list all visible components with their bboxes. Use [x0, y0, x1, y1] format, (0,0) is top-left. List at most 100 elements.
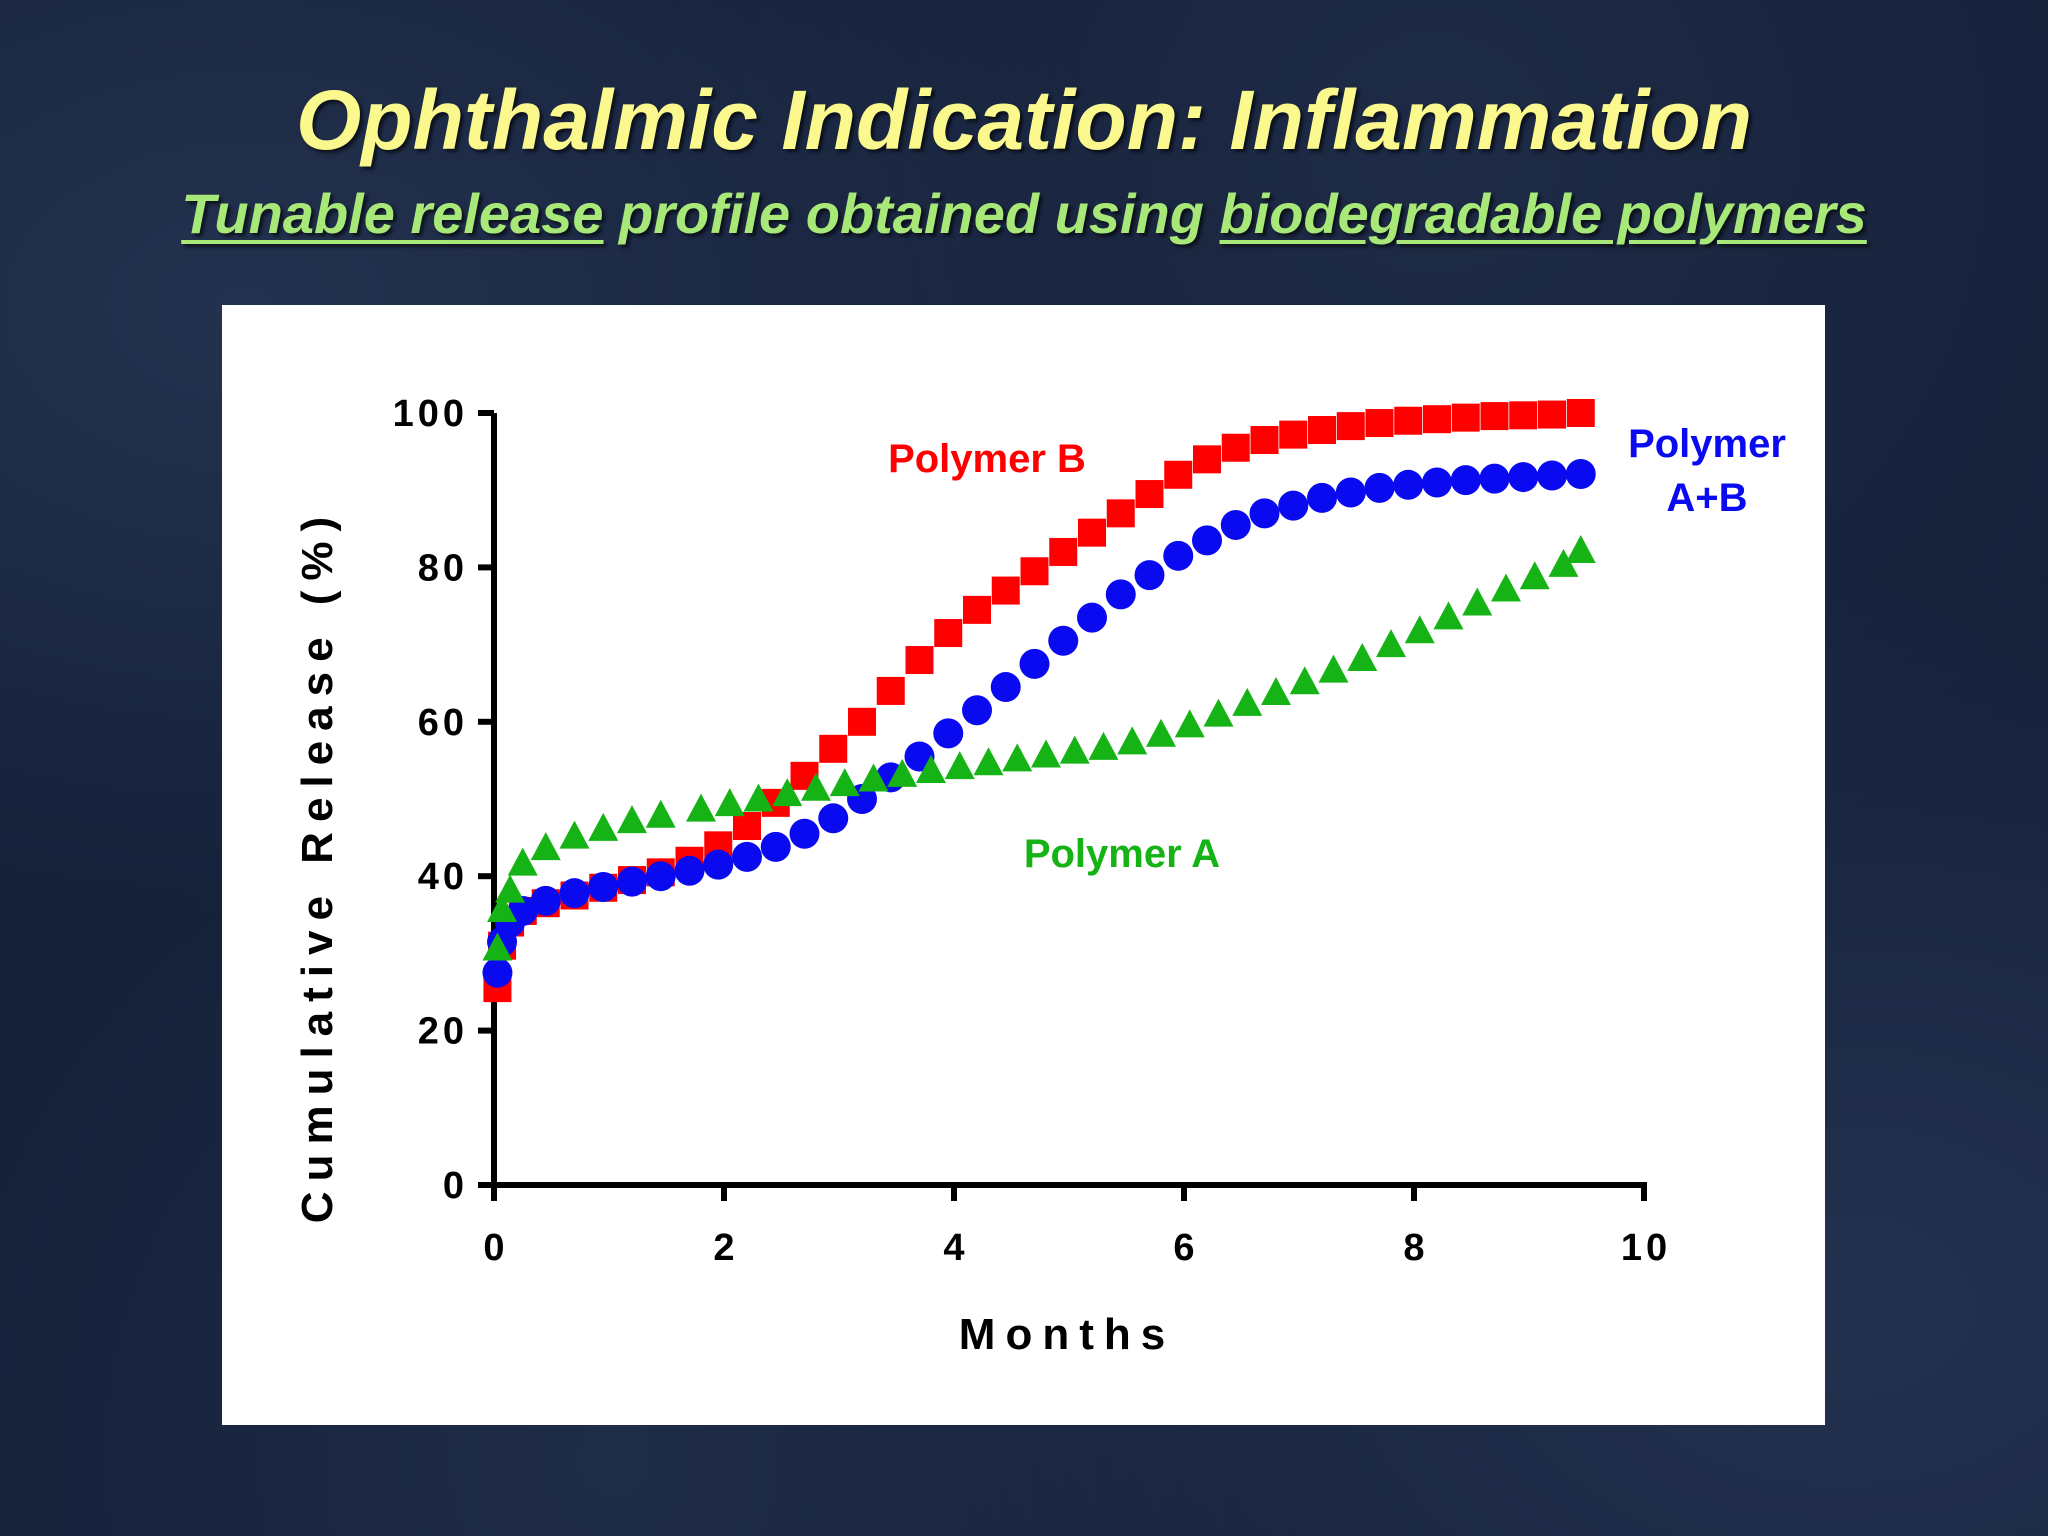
polymer-b-point	[1049, 537, 1078, 566]
series-polymer-a	[482, 534, 1596, 961]
polymer-a-point	[1404, 615, 1435, 644]
polymer-a-point	[1174, 709, 1205, 738]
polymer-a-point	[1002, 743, 1033, 772]
polymer-a-point	[1548, 548, 1579, 577]
polymer-ab-point	[674, 855, 705, 886]
slide-title: Ophthalmic Indication: Inflammation	[295, 73, 1753, 167]
polymer-a-point	[1059, 735, 1090, 764]
y-tick-label: 80	[418, 547, 468, 589]
polymer-b-point	[1423, 405, 1451, 434]
polymer-a-point	[1376, 629, 1406, 658]
polymer-ab-point	[1479, 463, 1510, 494]
polymer-b-point	[1308, 415, 1336, 444]
polymer-ab-point	[1163, 540, 1194, 571]
polymer-ab-point	[1249, 498, 1280, 529]
polymer-b-point	[1365, 409, 1394, 438]
polymer-a-point	[1433, 601, 1464, 630]
polymer-b-point	[905, 646, 934, 675]
polymer-b-point	[1451, 403, 1480, 432]
polymer-ab-point	[962, 695, 992, 726]
polymer-ab-point	[990, 672, 1021, 703]
polymer-ab-point	[789, 818, 820, 849]
polymer-b-point	[1394, 406, 1423, 435]
polymer-a-point	[1318, 654, 1349, 683]
polymer-a-point	[801, 772, 831, 801]
polymer-a-point	[1261, 677, 1291, 706]
polymer-a-point	[1117, 726, 1148, 755]
polymer-b-point	[934, 619, 963, 648]
y-tick-label: 0	[443, 1165, 468, 1207]
subtitle-biodegradable-polymers: biodegradable polymers	[1219, 182, 1867, 245]
x-tick-label: 2	[713, 1227, 738, 1269]
polymer-b-point	[1480, 402, 1509, 431]
y-tick-label: 20	[418, 1011, 468, 1053]
polymer-a-point	[858, 763, 889, 792]
polymer-b-point	[1279, 420, 1308, 449]
polymer-ab-point	[1537, 460, 1567, 491]
polymer-a-point	[714, 788, 745, 817]
x-tick-label: 4	[943, 1227, 968, 1269]
chart-marks	[482, 399, 1596, 1003]
polymer-a-point	[1146, 718, 1176, 747]
chart-panel: 0 20 40 60 80 100 0 2 4 6 8 10 Months Cumulative Re…	[222, 305, 1825, 1425]
y-tick-label: 100	[393, 393, 468, 435]
polymer-a-point	[645, 799, 676, 828]
polymer-b-point	[876, 676, 905, 705]
polymer-a-point	[1289, 666, 1320, 695]
polymer-b-point	[819, 734, 848, 763]
polymer-ab-point	[1565, 458, 1596, 489]
polymer-ab-point	[645, 861, 676, 892]
polymer-b-point	[1336, 412, 1365, 441]
y-tick-label: 40	[418, 856, 468, 898]
series-label-polymer-b: Polymer B	[888, 437, 1086, 481]
polymer-a-point	[686, 793, 716, 822]
polymer-a-point	[887, 758, 918, 787]
polymer-ab-point	[1019, 648, 1050, 679]
polymer-ab-point	[732, 841, 762, 872]
polymer-ab-point	[933, 718, 964, 749]
polymer-b-point	[1164, 460, 1193, 489]
x-tick-label: 10	[1621, 1227, 1671, 1269]
polymer-ab-point	[1335, 477, 1366, 508]
polymer-b-point	[963, 595, 991, 624]
polymer-a-point	[495, 874, 526, 903]
x-axis-title: Months	[959, 1310, 1175, 1359]
polymer-a-point	[487, 893, 518, 922]
polymer-a-point	[916, 754, 946, 783]
polymer-ab-point	[1077, 602, 1107, 633]
polymer-a-point	[588, 812, 619, 841]
y-axis-title: Cumulative Release (%)	[293, 507, 342, 1223]
polymer-b-point	[1020, 557, 1049, 586]
polymer-ab-point	[1220, 509, 1251, 540]
polymer-a-point	[530, 832, 561, 861]
polymer-ab-point	[588, 872, 619, 903]
polymer-ab-point	[1105, 579, 1136, 610]
polymer-a-point	[1491, 573, 1521, 602]
subtitle-tunable-release: Tunable release	[181, 182, 604, 245]
polymer-a-point	[1232, 687, 1263, 716]
polymer-a-point	[1519, 561, 1550, 590]
polymer-ab-point	[818, 803, 849, 834]
polymer-a-point	[617, 805, 647, 834]
polymer-a-point	[507, 847, 538, 876]
polymer-b-point	[1106, 499, 1135, 528]
polymer-ab-point	[1048, 625, 1079, 656]
polymer-b-point	[848, 707, 876, 736]
series-label-polymer-a: Polymer A	[1024, 832, 1220, 876]
polymer-b-point	[1509, 401, 1538, 430]
polymer-ab-point	[507, 895, 538, 926]
x-tick-label: 0	[483, 1227, 508, 1269]
polymer-a-point	[1088, 731, 1119, 760]
polymer-b-point	[1078, 518, 1106, 547]
polymer-a-point	[829, 768, 860, 797]
polymer-b-point	[1221, 433, 1250, 462]
polymer-a-point	[1203, 698, 1234, 727]
polymer-ab-point	[703, 849, 734, 880]
polymer-b-point	[1250, 426, 1279, 455]
x-tick-label: 6	[1173, 1227, 1198, 1269]
polymer-a-point	[973, 747, 1004, 776]
polymer-ab-point	[1278, 490, 1309, 521]
polymer-b-point	[1135, 480, 1164, 509]
polymer-b-point	[1193, 445, 1221, 474]
slide-subtitle: Tunable release profile obtained using b…	[0, 186, 2048, 242]
